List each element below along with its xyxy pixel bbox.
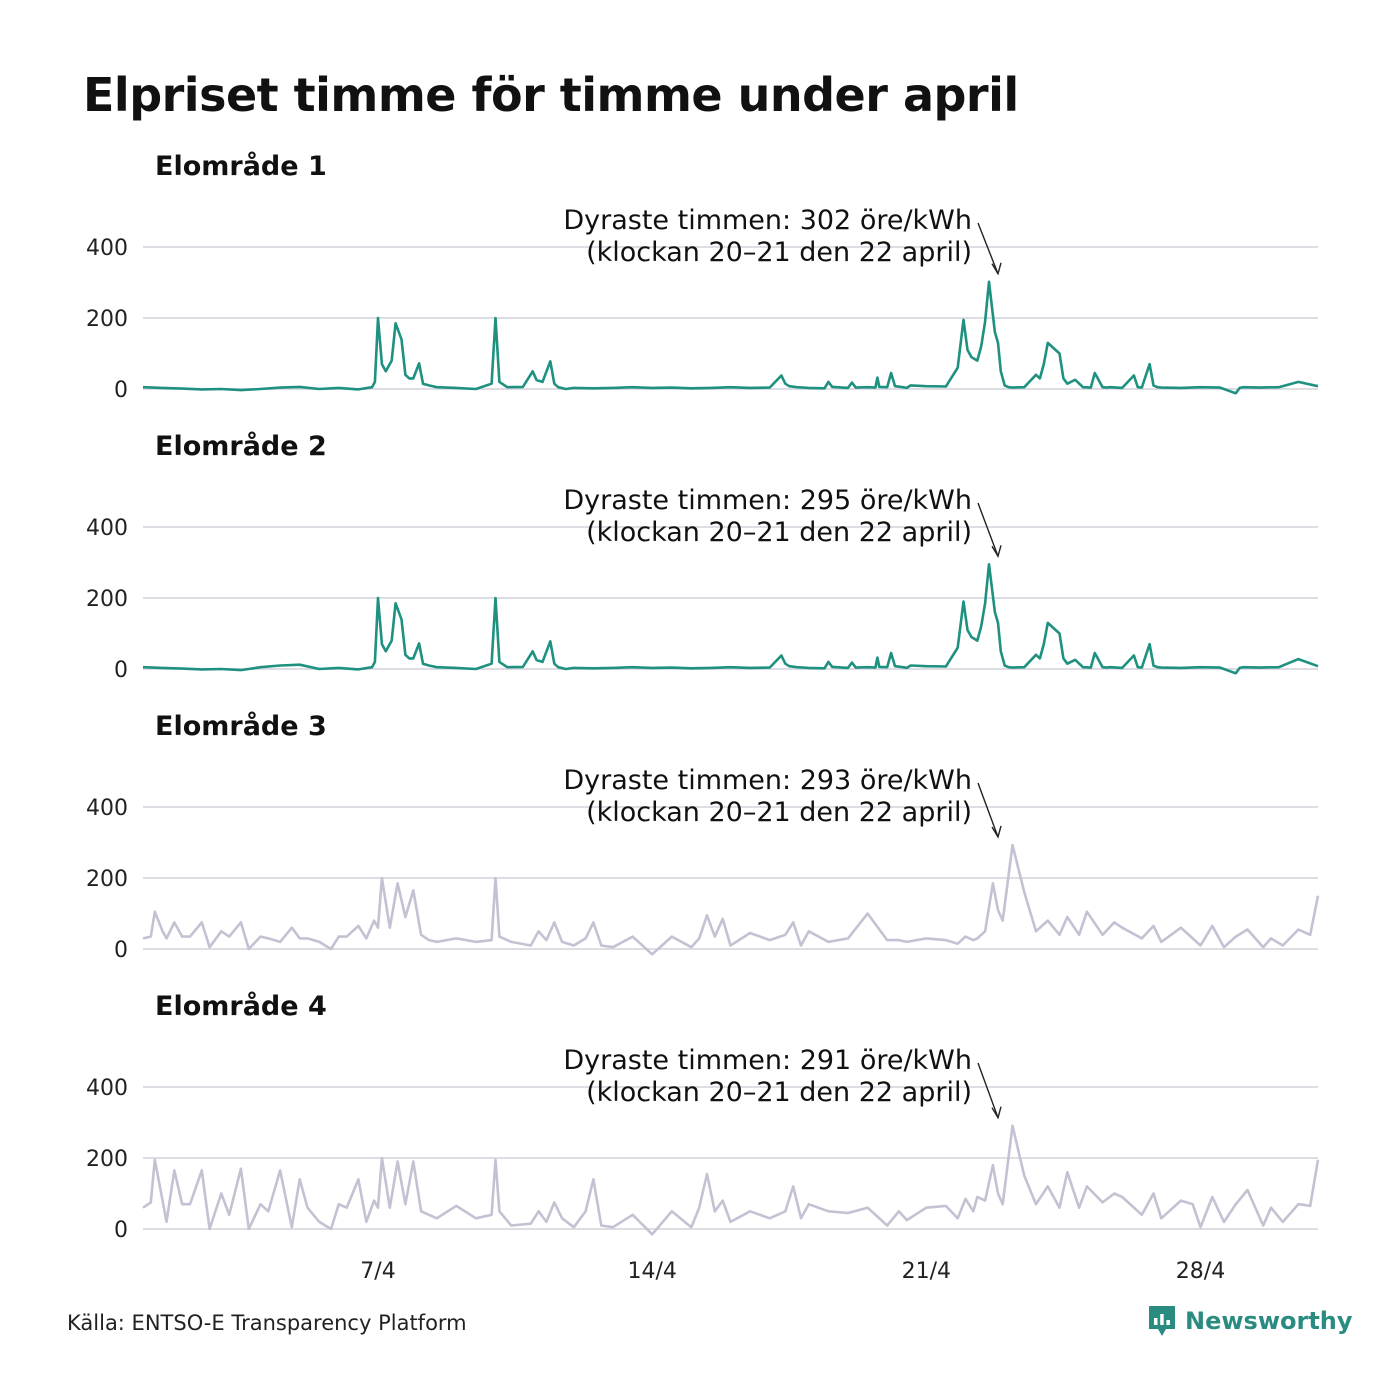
- newsworthy-logo-text: Newsworthy: [1185, 1307, 1353, 1335]
- y-tick-label: 0: [114, 658, 128, 683]
- series-line-elomrade-1: [142, 280, 1319, 395]
- y-tick-label: 200: [86, 1147, 128, 1172]
- panel-title-elomrade-1: Elområde 1: [155, 151, 327, 182]
- newsworthy-logo-icon: [1149, 1306, 1175, 1336]
- annotation-line-1: Dyraste timmen: 302 öre/kWh: [563, 205, 972, 236]
- series-line-elomrade-3: [142, 843, 1320, 956]
- y-tick-label: 0: [114, 938, 128, 963]
- annotation-line-2: (klockan 20–21 den 22 april): [586, 1077, 972, 1108]
- annotation-arrow-line: [977, 222, 999, 275]
- annotation-arrow-head: [991, 545, 1002, 559]
- y-tick-label: 200: [86, 587, 128, 612]
- annotation-line-2: (klockan 20–21 den 22 april): [586, 517, 972, 548]
- series-line-elomrade-4: [142, 1124, 1320, 1236]
- y-tick-label: 200: [86, 307, 128, 332]
- y-tick-label: 0: [114, 378, 128, 403]
- annotation-arrow-head: [991, 262, 1002, 276]
- annotation-arrow-line: [977, 782, 999, 838]
- x-tick-label: 28/4: [1176, 1259, 1225, 1284]
- y-tick-label: 0: [114, 1218, 128, 1243]
- x-tick-label: 14/4: [627, 1259, 676, 1284]
- panel-title-elomrade-3: Elområde 3: [155, 711, 327, 742]
- annotation-arrow-line: [977, 502, 999, 557]
- y-tick-label: 200: [86, 867, 128, 892]
- x-tick-label: 21/4: [902, 1259, 951, 1284]
- x-tick-label: 7/4: [360, 1259, 395, 1284]
- chart-title: Elpriset timme för timme under april: [83, 68, 1019, 122]
- newsworthy-logo[interactable]: Newsworthy: [1147, 1304, 1353, 1338]
- annotation-line-1: Dyraste timmen: 295 öre/kWh: [563, 485, 972, 516]
- panel-title-elomrade-4: Elområde 4: [155, 991, 327, 1022]
- annotation-arrow-head: [991, 1106, 1002, 1120]
- y-tick-label: 400: [86, 516, 128, 541]
- y-tick-label: 400: [86, 236, 128, 261]
- annotation-line-1: Dyraste timmen: 291 öre/kWh: [563, 1045, 972, 1076]
- y-tick-label: 400: [86, 1076, 128, 1101]
- annotation-line-2: (klockan 20–21 den 22 april): [586, 797, 972, 828]
- annotation-line-1: Dyraste timmen: 293 öre/kWh: [563, 765, 972, 796]
- annotation-line-2: (klockan 20–21 den 22 april): [586, 237, 972, 268]
- source-note: Källa: ENTSO-E Transparency Platform: [67, 1311, 467, 1335]
- annotation-arrow-line: [977, 1062, 999, 1118]
- panel-title-elomrade-2: Elområde 2: [155, 431, 327, 462]
- series-line-elomrade-2: [142, 562, 1319, 675]
- annotation-arrow-head: [991, 825, 1002, 839]
- y-tick-label: 400: [86, 796, 128, 821]
